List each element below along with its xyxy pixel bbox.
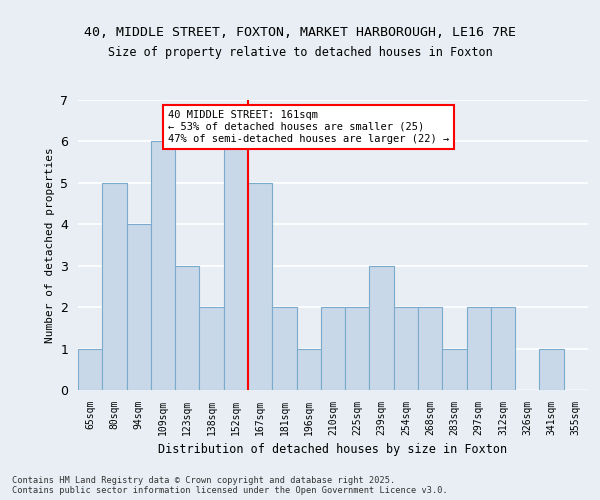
Bar (467, 307, 491, 390)
Text: 40 MIDDLE STREET: 161sqm
← 53% of detached houses are smaller (25)
47% of semi-d: 40 MIDDLE STREET: 161sqm ← 53% of detach… (168, 110, 449, 144)
Bar (370, 266, 394, 390)
Bar (296, 348, 321, 390)
Text: Size of property relative to detached houses in Foxton: Size of property relative to detached ho… (107, 46, 493, 59)
Bar (394, 307, 418, 390)
Text: Contains HM Land Registry data © Crown copyright and database right 2025.
Contai: Contains HM Land Registry data © Crown c… (12, 476, 448, 495)
Bar (248, 183, 272, 390)
Bar (224, 142, 248, 390)
Bar (151, 142, 175, 390)
Bar (491, 307, 515, 390)
Bar (127, 224, 151, 390)
Bar (321, 307, 345, 390)
Bar (272, 307, 296, 390)
Y-axis label: Number of detached properties: Number of detached properties (45, 147, 55, 343)
X-axis label: Distribution of detached houses by size in Foxton: Distribution of detached houses by size … (158, 444, 508, 456)
Bar (442, 348, 467, 390)
Bar (345, 307, 370, 390)
Bar (199, 307, 224, 390)
Bar (102, 183, 127, 390)
Bar (78, 348, 102, 390)
Bar (539, 348, 564, 390)
Bar (175, 266, 199, 390)
Bar (418, 307, 442, 390)
Text: 40, MIDDLE STREET, FOXTON, MARKET HARBOROUGH, LE16 7RE: 40, MIDDLE STREET, FOXTON, MARKET HARBOR… (84, 26, 516, 39)
